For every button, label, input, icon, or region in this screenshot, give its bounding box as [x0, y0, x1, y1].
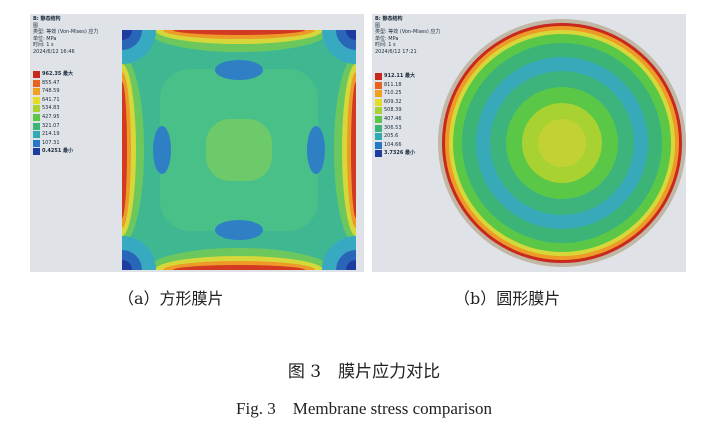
legend-entry: 508.39 — [375, 106, 415, 115]
legend-swatch — [33, 113, 40, 121]
header-line: 2024/6/12 17:21 — [375, 48, 417, 55]
legend-swatch — [375, 98, 382, 106]
legend-swatch — [33, 105, 40, 113]
legend-entry: 205.6 — [375, 132, 415, 141]
legend-entry: 104.66 — [375, 141, 415, 150]
subfigure-caption-a: （a）方形膜片 — [118, 289, 224, 308]
header-line: 单位: MPa — [375, 35, 399, 42]
legend-label: 427.95 — [42, 113, 60, 120]
legend-label: 508.39 — [384, 107, 402, 114]
legend-label: 748.59 — [42, 88, 60, 95]
legend-entry: 0.4251 最小 — [33, 147, 73, 156]
header-line: B: 静态结构 — [33, 16, 61, 22]
legend-label: 3.7326 最小 — [384, 150, 416, 157]
legend-label: 407.46 — [384, 115, 402, 122]
legend-entry: 710.25 — [375, 89, 415, 98]
circular-membrane-plot: B: 静态结构 图 类型: 等效 (Von-Mises) 应力 单位: MPa … — [372, 14, 686, 272]
legend-label: 534.83 — [42, 105, 60, 112]
legend-label: 107.31 — [42, 139, 60, 146]
legend-swatch — [375, 107, 382, 115]
header-line: 时间: 1 s — [375, 42, 396, 49]
legend-swatch — [33, 139, 40, 147]
legend-swatch — [375, 124, 382, 132]
legend-label: 306.53 — [384, 124, 402, 131]
header-line: 图 — [33, 22, 39, 29]
header-line: 类型: 等效 (Von-Mises) 应力 — [375, 29, 441, 36]
plot-a-header: B: 静态结构 图 类型: 等效 (Von-Mises) 应力 单位: MPa … — [33, 16, 98, 56]
header-line: 类型: 等效 (Von-Mises) 应力 — [33, 29, 99, 36]
legend-entry: 962.35 最大 — [33, 70, 73, 79]
square-stress-contour — [122, 30, 356, 270]
figure-caption-chinese: 图 3 膜片应力对比 — [287, 362, 441, 382]
header-line: 图 — [375, 22, 381, 29]
legend-swatch — [375, 115, 382, 123]
square-membrane-plot: B: 静态结构 图 类型: 等效 (Von-Mises) 应力 单位: MPa … — [30, 14, 364, 272]
legend-label: 321.07 — [42, 122, 60, 129]
legend-entry: 855.47 — [33, 79, 73, 88]
legend-label: 205.6 — [384, 133, 399, 140]
legend-label: 609.32 — [384, 98, 402, 105]
legend-label: 962.35 最大 — [42, 71, 74, 77]
legend-swatch — [33, 122, 40, 130]
legend-entry: 321.07 — [33, 122, 73, 131]
legend-label: 855.47 — [42, 79, 60, 86]
circular-stress-contour — [438, 19, 686, 267]
legend-label: 811.18 — [384, 81, 402, 88]
header-line: 2024/6/12 16:46 — [33, 48, 75, 55]
legend-entry: 107.31 — [33, 139, 73, 148]
legend-entry: 609.32 — [375, 98, 415, 107]
legend-entry: 748.59 — [33, 87, 73, 96]
legend-swatch — [375, 133, 382, 141]
legend-swatch — [375, 141, 382, 149]
legend-entry: 811.18 — [375, 81, 415, 90]
header-line: B: 静态结构 — [375, 16, 403, 22]
color-legend-a: 962.35 最大 855.47 748.59 641.71 534.83 427.95 3… — [33, 70, 73, 156]
legend-label: 710.25 — [384, 90, 402, 97]
legend-swatch — [375, 150, 382, 158]
plot-b-header: B: 静态结构 图 类型: 等效 (Von-Mises) 应力 单位: MPa … — [375, 16, 440, 56]
legend-entry: 306.53 — [375, 124, 415, 133]
legend-label: 912.11 最大 — [384, 73, 416, 79]
figure-caption-english: Fig. 3 Membrane stress comparison — [236, 399, 492, 418]
legend-entry: 407.46 — [375, 115, 415, 124]
legend-entry: 534.83 — [33, 104, 73, 113]
header-line: 时间: 1 s — [33, 42, 54, 49]
legend-swatch — [33, 148, 40, 156]
legend-label: 214.19 — [42, 131, 60, 138]
header-line: 单位: MPa — [33, 35, 57, 42]
legend-swatch — [375, 73, 382, 80]
legend-entry: 427.95 — [33, 113, 73, 122]
legend-swatch — [33, 71, 40, 78]
legend-entry: 3.7326 最小 — [375, 149, 415, 158]
legend-swatch — [375, 81, 382, 89]
legend-swatch — [33, 88, 40, 96]
legend-label: 0.4251 最小 — [42, 148, 74, 155]
legend-swatch — [33, 79, 40, 87]
legend-entry: 641.71 — [33, 96, 73, 105]
legend-swatch — [375, 90, 382, 98]
legend-swatch — [33, 131, 40, 139]
legend-label: 104.66 — [384, 141, 402, 148]
legend-entry: 214.19 — [33, 130, 73, 139]
legend-entry: 912.11 最大 — [375, 72, 415, 81]
color-legend-b: 912.11 最大 811.18 710.25 609.32 508.39 407.46 3… — [375, 72, 415, 158]
legend-swatch — [33, 96, 40, 104]
subfigure-caption-b: （b）圆形膜片 — [454, 289, 561, 308]
legend-label: 641.71 — [42, 96, 60, 103]
